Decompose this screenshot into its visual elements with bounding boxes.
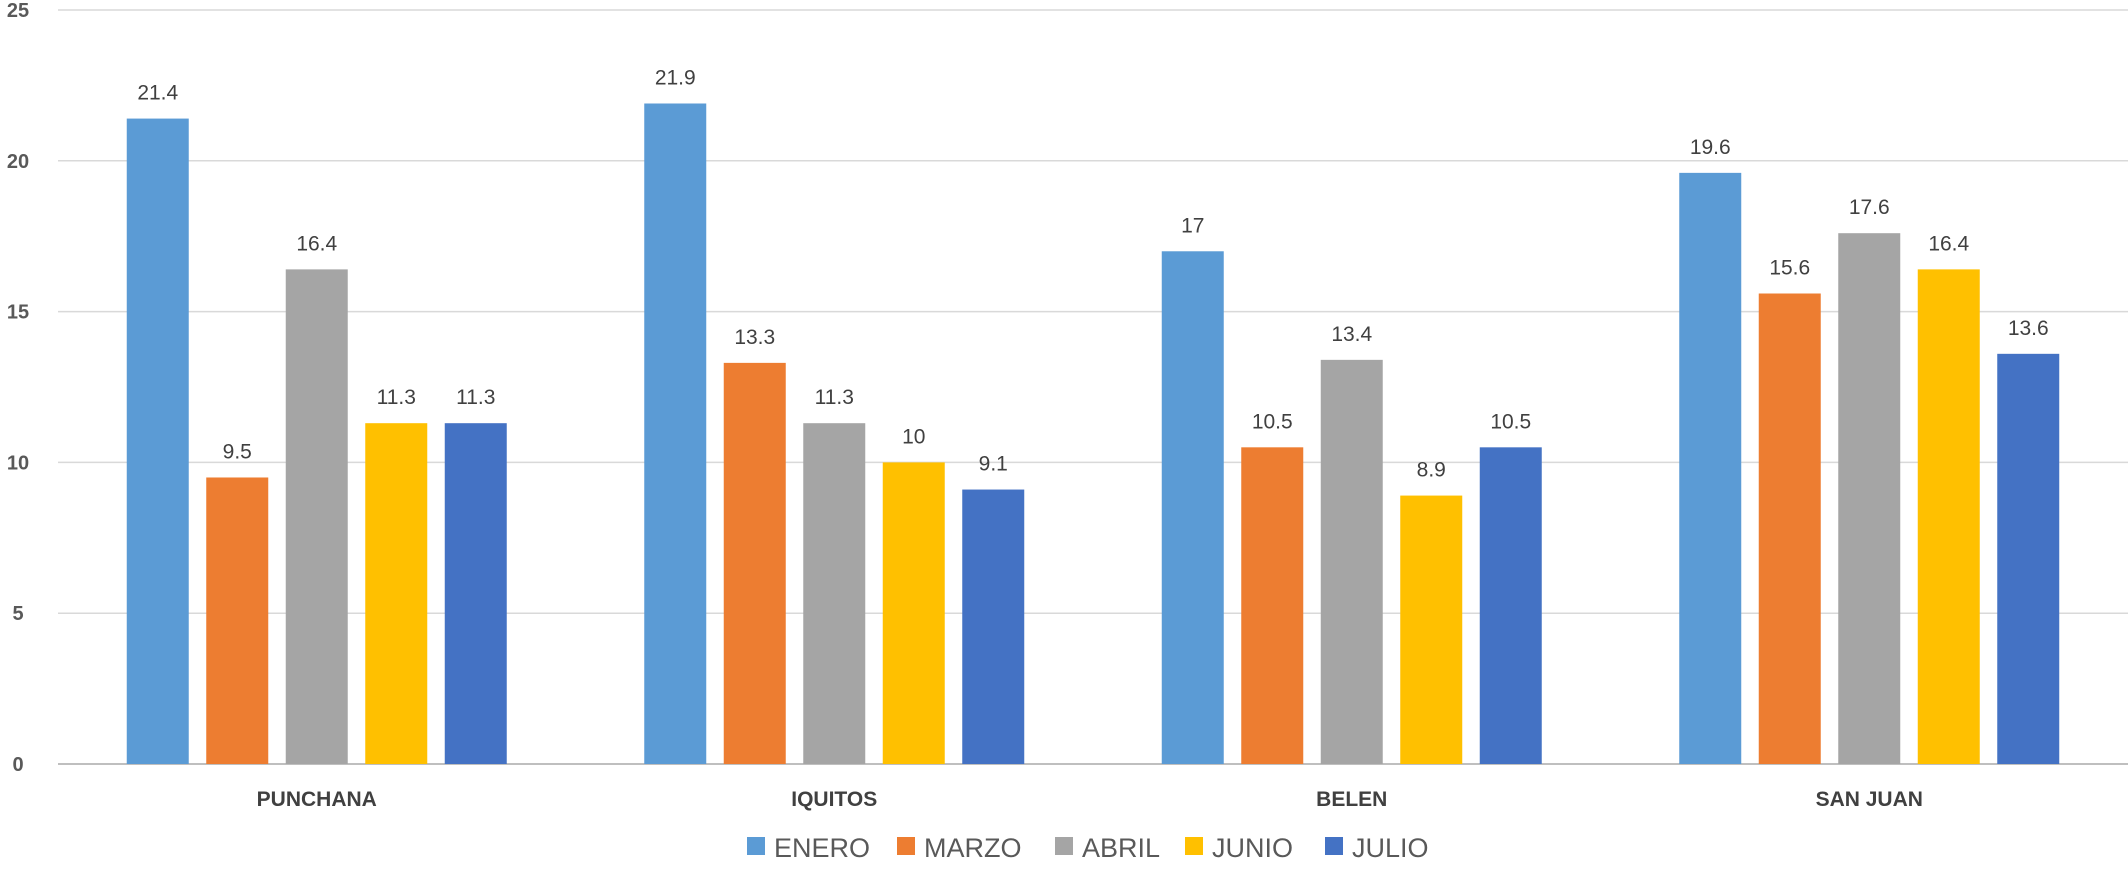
bar-marzo-punchana bbox=[206, 477, 269, 764]
data-label: 19.6 bbox=[1690, 136, 1731, 159]
data-label: 10 bbox=[902, 425, 925, 448]
bar-abril-san-juan bbox=[1838, 233, 1901, 764]
bar-junio-belen bbox=[1400, 495, 1463, 764]
data-label: 13.4 bbox=[1331, 323, 1372, 346]
bar-marzo-san-juan bbox=[1758, 293, 1821, 764]
bar-junio-punchana bbox=[365, 423, 428, 764]
bar-junio-iquitos bbox=[882, 462, 945, 764]
data-label: 8.9 bbox=[1417, 459, 1446, 482]
bar-enero-iquitos bbox=[644, 103, 707, 765]
bar-marzo-belen bbox=[1241, 447, 1304, 764]
x-tick-label: PUNCHANA bbox=[257, 788, 377, 811]
bar-enero-belen bbox=[1161, 251, 1224, 764]
x-tick-label: SAN JUAN bbox=[1816, 788, 1923, 811]
y-tick-label: 5 bbox=[12, 603, 23, 625]
legend-label: ABRIL bbox=[1082, 833, 1160, 863]
bar-enero-san-juan bbox=[1679, 172, 1742, 764]
data-label: 10.5 bbox=[1490, 410, 1531, 433]
data-label: 17.6 bbox=[1849, 196, 1890, 219]
data-label: 17 bbox=[1181, 214, 1204, 237]
y-axis-ticks: 0 5 10 15 20 25 bbox=[7, 0, 29, 776]
data-label: 10.5 bbox=[1252, 410, 1293, 433]
data-label: 11.3 bbox=[456, 386, 495, 409]
legend-label: ENERO bbox=[774, 833, 870, 863]
bar-marzo-iquitos bbox=[723, 362, 786, 764]
bar-abril-punchana bbox=[285, 269, 348, 764]
legend-label: MARZO bbox=[924, 833, 1022, 863]
data-label: 13.3 bbox=[734, 326, 775, 349]
bar-julio-belen bbox=[1479, 447, 1542, 764]
legend-swatch bbox=[1185, 837, 1203, 855]
y-tick-label: 10 bbox=[7, 452, 29, 474]
data-label: 16.4 bbox=[1928, 232, 1969, 255]
data-label: 21.9 bbox=[655, 66, 696, 89]
bar-junio-san-juan bbox=[1917, 269, 1980, 764]
legend: ENERO MARZO ABRIL JUNIO JULIO bbox=[747, 833, 1429, 863]
data-labels: 21.4 9.5 16.4 11.3 11.3 21.9 13.3 11.3 10 9.1 17 10… bbox=[137, 66, 2048, 481]
x-tick-label: IQUITOS bbox=[791, 788, 877, 811]
y-tick-label: 20 bbox=[7, 151, 29, 173]
legend-swatch bbox=[1325, 837, 1343, 855]
bar-julio-san-juan bbox=[1997, 353, 2060, 764]
x-tick-label: BELEN bbox=[1316, 788, 1387, 811]
bar-julio-punchana bbox=[444, 423, 507, 764]
legend-label: JUNIO bbox=[1212, 833, 1293, 863]
data-label: 9.1 bbox=[979, 453, 1008, 476]
y-tick-label: 15 bbox=[7, 302, 29, 324]
legend-label: JULIO bbox=[1352, 833, 1429, 863]
data-label: 15.6 bbox=[1769, 257, 1810, 280]
data-label: 16.4 bbox=[296, 232, 337, 255]
y-tick-label: 0 bbox=[12, 754, 23, 776]
data-label: 11.3 bbox=[377, 386, 416, 409]
bar-enero-punchana bbox=[126, 118, 189, 765]
legend-swatch bbox=[747, 837, 765, 855]
bar-julio-iquitos bbox=[962, 489, 1025, 764]
bars bbox=[126, 103, 2060, 765]
bar-abril-iquitos bbox=[803, 423, 866, 764]
legend-swatch bbox=[897, 837, 915, 855]
legend-swatch bbox=[1055, 837, 1073, 855]
x-axis-ticks: PUNCHANA IQUITOS BELEN SAN JUAN bbox=[257, 788, 1923, 811]
data-label: 11.3 bbox=[815, 386, 854, 409]
y-tick-label: 25 bbox=[7, 0, 29, 22]
data-label: 9.5 bbox=[223, 440, 252, 463]
bar-abril-belen bbox=[1320, 359, 1383, 764]
data-label: 21.4 bbox=[137, 82, 178, 105]
data-label: 13.6 bbox=[2008, 317, 2049, 340]
